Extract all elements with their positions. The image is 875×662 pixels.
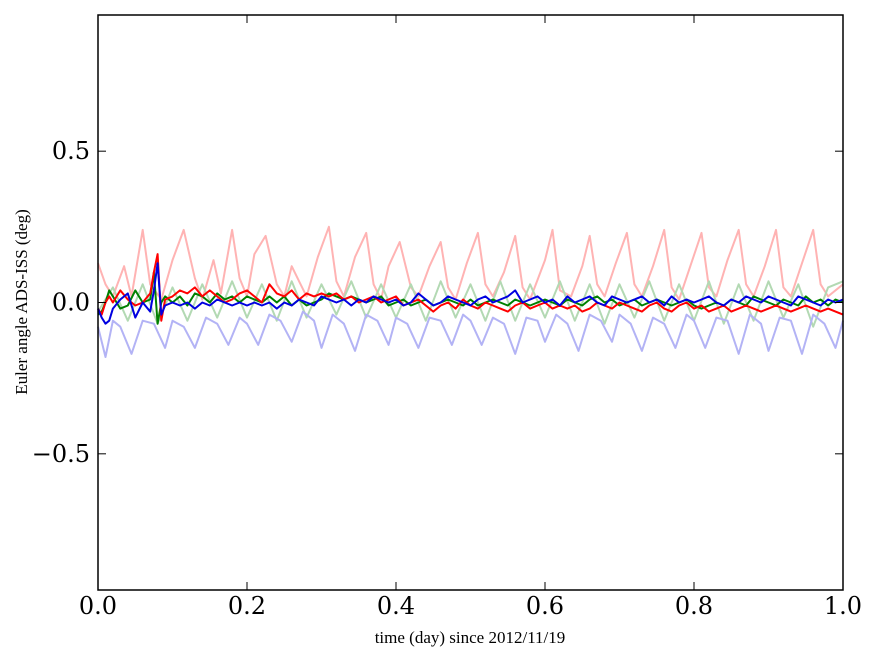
x-axis-label: time (day) since 2012/11/19 — [375, 628, 566, 647]
series-layer — [97, 225, 844, 358]
x-tick-label: 0.8 — [675, 592, 713, 620]
plot-frame — [97, 14, 844, 591]
series-line-6 — [97, 262, 844, 325]
tick-layer: 0.0 0.2 0.4 0.6 0.8 1.0 0.5 0.0 −0.5 — [32, 15, 862, 620]
series-line-2 — [97, 280, 844, 328]
x-tick-label: 0.6 — [526, 592, 564, 620]
x-tick-label: 1.0 — [824, 592, 862, 620]
x-tick-label: 0.4 — [377, 592, 415, 620]
y-tick-label: 0.5 — [52, 137, 90, 165]
series-line-4 — [97, 271, 844, 325]
x-tick-label: 0.0 — [79, 592, 117, 620]
y-axis-label: Euler angle ADS-ISS (deg) — [12, 209, 31, 395]
y-tick-label: −0.5 — [32, 440, 90, 468]
series-line-3 — [97, 310, 844, 358]
series-line-5 — [97, 253, 844, 322]
x-tick-label: 0.2 — [228, 592, 266, 620]
y-tick-label: 0.0 — [52, 289, 90, 317]
